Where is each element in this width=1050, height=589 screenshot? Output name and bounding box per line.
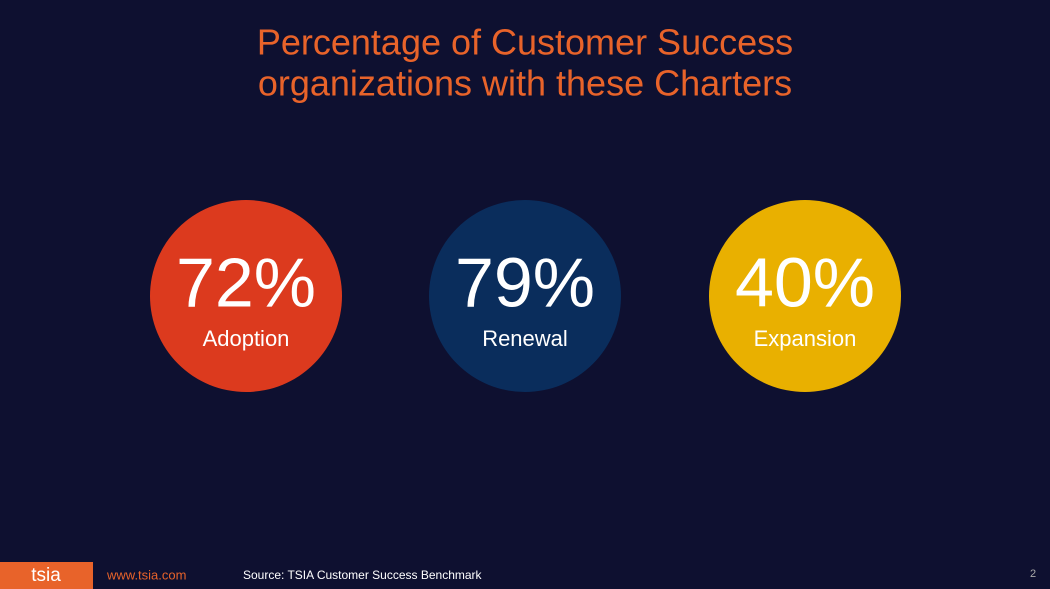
stat-value: 79% (455, 243, 595, 321)
logo: tsia (31, 565, 61, 586)
stat-value: 72% (176, 243, 316, 321)
stats: 72% Adoption 79% Renewal 40% Expansion (150, 200, 901, 392)
stat-circle (429, 200, 621, 392)
stat-circle (150, 200, 342, 392)
title-line: organizations with these Charters (258, 63, 792, 104)
logo-box (0, 562, 93, 589)
stat-label: Adoption (203, 326, 290, 351)
source: Source: TSIA Customer Success Benchmark (243, 568, 483, 582)
stat-circle (709, 200, 901, 392)
stat-label: Renewal (482, 326, 568, 351)
page-number: 2 (1030, 568, 1036, 580)
title-line: Percentage of Customer Success (257, 22, 793, 63)
stat-label: Expansion (754, 326, 857, 351)
stat-value: 40% (735, 243, 875, 321)
url: www.tsia.com (106, 567, 186, 582)
